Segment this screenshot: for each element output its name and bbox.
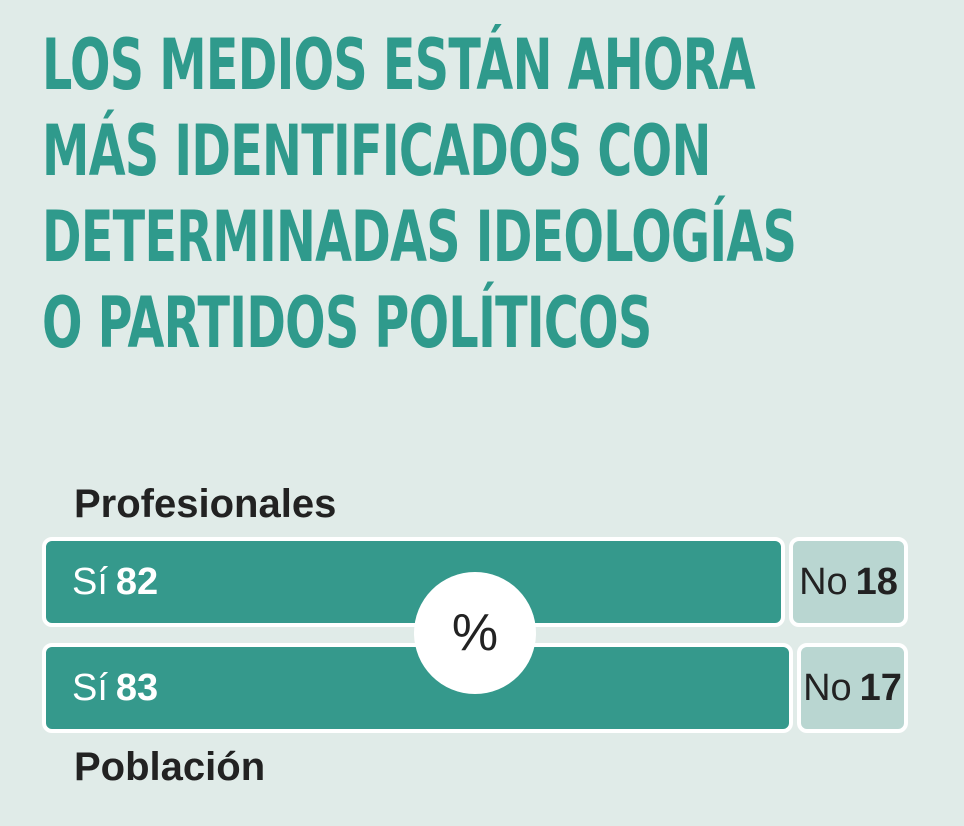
- category-label-poblacion: Población: [74, 745, 266, 789]
- title-line-2: MÁS IDENTIFICADOS CON: [42, 110, 711, 192]
- bar-si-poblacion: Sí 83: [42, 643, 793, 733]
- bar-si-poblacion-value: 83: [115, 666, 159, 709]
- bar-no-profesionales-value: 18: [855, 560, 898, 603]
- title-line-4: O PARTIDOS POLÍTICOS: [42, 282, 652, 364]
- title-line-3: DETERMINADAS IDEOLOGÍAS: [42, 196, 797, 278]
- bar-si-profesionales-series: Sí: [72, 560, 108, 603]
- category-label-profesionales: Profesionales: [74, 482, 337, 526]
- bar-no-profesionales-series: No: [799, 560, 848, 603]
- bar-no-profesionales: No 18: [789, 537, 908, 627]
- title-line-1: LOS MEDIOS ESTÁN AHORA: [42, 24, 756, 106]
- chart-title: LOS MEDIOS ESTÁN AHORA MÁS IDENTIFICADOS…: [42, 22, 797, 366]
- bar-si-poblacion-series: Sí: [72, 666, 108, 709]
- bar-no-poblacion: No 17: [797, 643, 908, 733]
- bar-si-profesionales-value: 82: [115, 560, 159, 603]
- bar-si-profesionales: Sí 82: [42, 537, 785, 627]
- bar-no-poblacion-value: 17: [859, 666, 902, 709]
- bar-no-poblacion-series: No: [803, 666, 852, 709]
- percent-badge: %: [414, 572, 536, 694]
